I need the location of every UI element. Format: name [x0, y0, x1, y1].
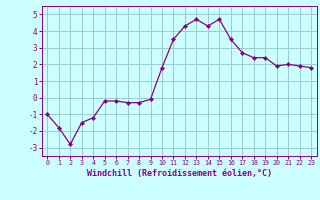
X-axis label: Windchill (Refroidissement éolien,°C): Windchill (Refroidissement éolien,°C): [87, 169, 272, 178]
